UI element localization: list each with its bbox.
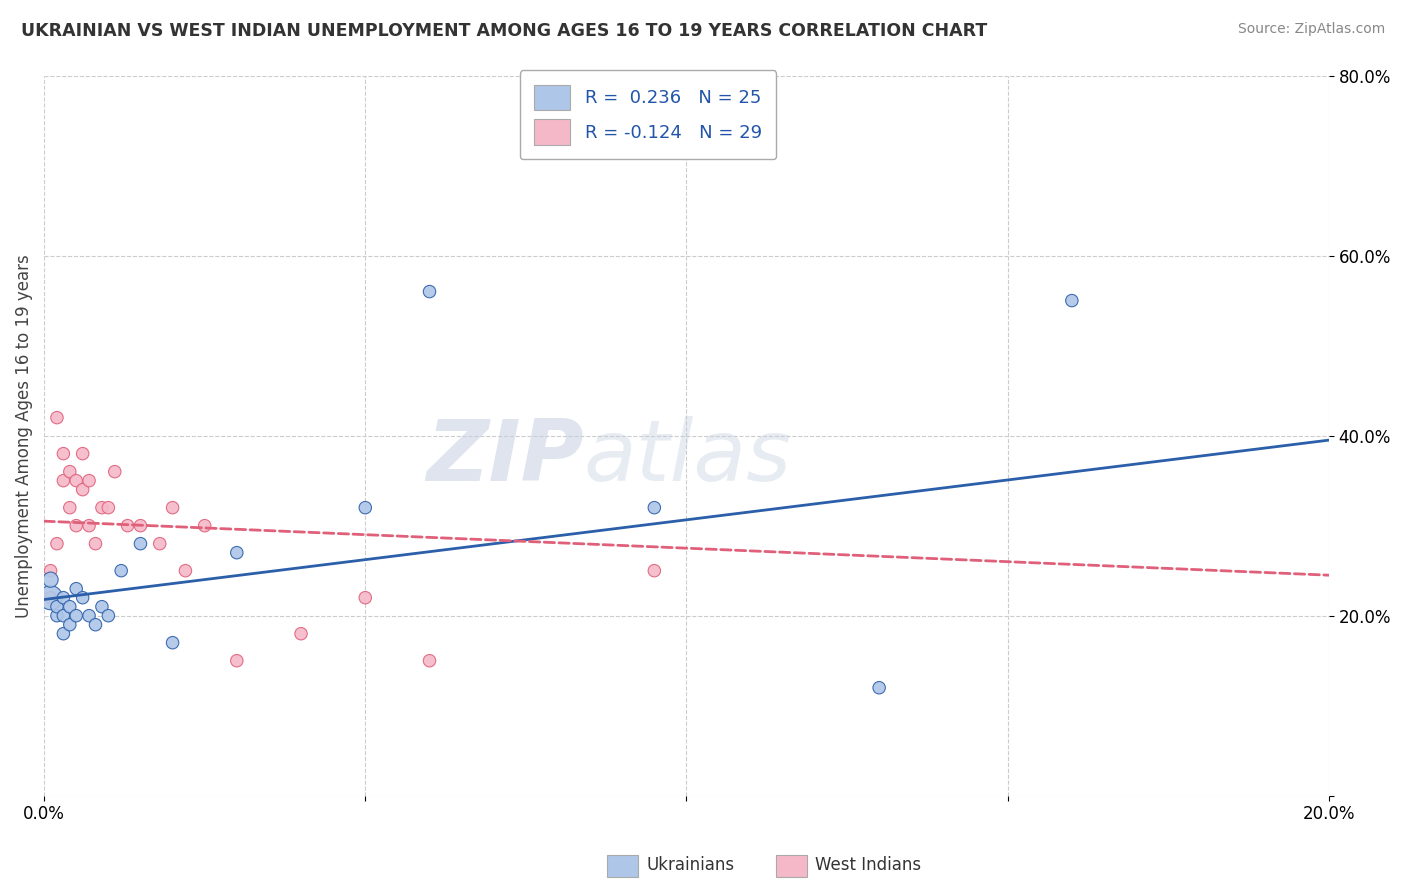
Point: [418, 654, 440, 668]
Point: [65, 518, 87, 533]
Point: [52, 447, 75, 461]
Point: [194, 518, 217, 533]
Point: [174, 564, 197, 578]
Point: [290, 626, 312, 640]
Point: [52, 626, 75, 640]
Point: [90, 500, 112, 515]
Point: [39, 591, 62, 605]
Point: [225, 546, 247, 560]
Point: [52, 474, 75, 488]
Text: West Indians: West Indians: [815, 856, 921, 874]
Point: [72, 483, 94, 497]
Point: [77, 518, 100, 533]
Point: [90, 599, 112, 614]
Point: [59, 617, 82, 632]
Point: [97, 608, 120, 623]
Point: [52, 591, 75, 605]
Point: [52, 608, 75, 623]
Point: [129, 518, 152, 533]
Text: Ukrainians: Ukrainians: [647, 856, 735, 874]
Point: [1060, 293, 1083, 308]
Point: [129, 537, 152, 551]
Point: [39, 573, 62, 587]
Point: [65, 608, 87, 623]
Point: [65, 474, 87, 488]
Point: [46, 599, 69, 614]
Point: [117, 518, 139, 533]
Point: [84, 617, 107, 632]
Point: [39, 564, 62, 578]
Point: [46, 410, 69, 425]
Point: [46, 608, 69, 623]
Point: [72, 447, 94, 461]
Y-axis label: Unemployment Among Ages 16 to 19 years: Unemployment Among Ages 16 to 19 years: [15, 253, 32, 617]
Point: [149, 537, 172, 551]
Text: Source: ZipAtlas.com: Source: ZipAtlas.com: [1237, 22, 1385, 37]
Point: [354, 500, 377, 515]
Legend: R =  0.236   N = 25, R = -0.124   N = 29: R = 0.236 N = 25, R = -0.124 N = 29: [520, 70, 776, 159]
Point: [418, 285, 440, 299]
Point: [643, 500, 665, 515]
Point: [77, 474, 100, 488]
Text: ZIP: ZIP: [426, 416, 583, 499]
Point: [84, 537, 107, 551]
Point: [643, 564, 665, 578]
Point: [59, 500, 82, 515]
Point: [46, 537, 69, 551]
Point: [110, 564, 132, 578]
Point: [65, 582, 87, 596]
Point: [868, 681, 890, 695]
Point: [225, 654, 247, 668]
Text: atlas: atlas: [583, 416, 792, 499]
Point: [104, 465, 127, 479]
Point: [354, 591, 377, 605]
Point: [59, 465, 82, 479]
Text: UKRAINIAN VS WEST INDIAN UNEMPLOYMENT AMONG AGES 16 TO 19 YEARS CORRELATION CHAR: UKRAINIAN VS WEST INDIAN UNEMPLOYMENT AM…: [21, 22, 987, 40]
Point: [39, 591, 62, 605]
Point: [59, 599, 82, 614]
Point: [72, 591, 94, 605]
Point: [97, 500, 120, 515]
Point: [162, 636, 184, 650]
Point: [77, 608, 100, 623]
Point: [162, 500, 184, 515]
